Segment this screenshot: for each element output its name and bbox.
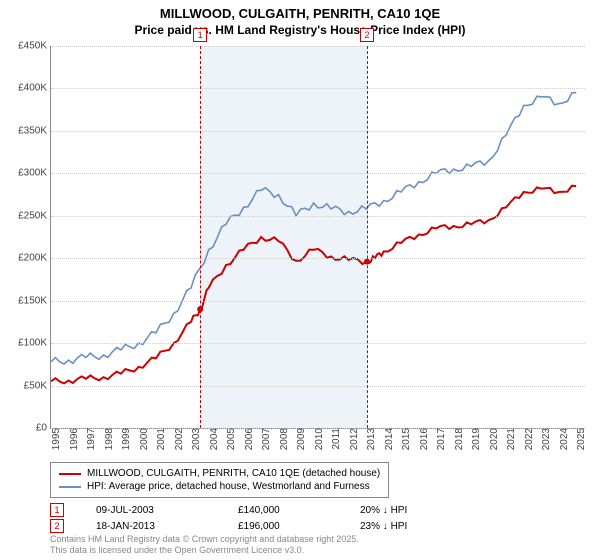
- sales-marker-2: 2: [50, 519, 64, 533]
- chart-lines: [51, 46, 585, 428]
- y-tick-label: £300K: [18, 168, 51, 179]
- title-line-1: MILLWOOD, CULGAITH, PENRITH, CA10 1QE: [0, 6, 600, 23]
- x-tick-label: 2017: [432, 428, 447, 450]
- x-tick-label: 2020: [485, 428, 500, 450]
- gridline-h: [51, 301, 585, 302]
- x-tick-label: 2002: [170, 428, 185, 450]
- marker-box: 1: [193, 28, 207, 42]
- sales-marker-1: 1: [50, 503, 64, 517]
- sales-diff-2: 23% ↓ HPI: [360, 521, 470, 532]
- sales-date-2: 18-JAN-2013: [96, 521, 206, 532]
- y-tick-label: £250K: [18, 210, 51, 221]
- x-tick-label: 2011: [327, 428, 342, 450]
- series-hpi: [51, 93, 576, 364]
- sales-price-1: £140,000: [238, 505, 328, 516]
- y-tick-label: £450K: [18, 41, 51, 52]
- legend-swatch-1: [59, 473, 81, 475]
- footer-line-2: This data is licensed under the Open Gov…: [50, 545, 359, 556]
- y-tick-label: £150K: [18, 295, 51, 306]
- x-tick-label: 2008: [275, 428, 290, 450]
- x-tick-label: 2024: [555, 428, 570, 450]
- x-tick-label: 1996: [65, 428, 80, 450]
- x-tick-label: 2004: [205, 428, 220, 450]
- y-tick-label: £350K: [18, 125, 51, 136]
- x-tick-label: 2016: [415, 428, 430, 450]
- x-tick-label: 2003: [187, 428, 202, 450]
- x-tick-label: 1995: [47, 428, 62, 450]
- plot-area: £0£50K£100K£150K£200K£250K£300K£350K£400…: [50, 46, 585, 429]
- legend: MILLWOOD, CULGAITH, PENRITH, CA10 1QE (d…: [50, 462, 389, 498]
- x-tick-label: 2007: [257, 428, 272, 450]
- gridline-h: [51, 343, 585, 344]
- sales-row-2: 2 18-JAN-2013 £196,000 23% ↓ HPI: [50, 518, 570, 534]
- x-tick-label: 2022: [520, 428, 535, 450]
- x-tick-label: 2001: [152, 428, 167, 450]
- x-tick-label: 2009: [292, 428, 307, 450]
- footer-line-1: Contains HM Land Registry data © Crown c…: [50, 534, 359, 545]
- x-tick-label: 1997: [82, 428, 97, 450]
- gridline-h: [51, 386, 585, 387]
- x-tick-label: 2015: [397, 428, 412, 450]
- sales-price-2: £196,000: [238, 521, 328, 532]
- x-tick-label: 2005: [222, 428, 237, 450]
- marker-box: 2: [360, 28, 374, 42]
- x-tick-label: 2006: [240, 428, 255, 450]
- chart-title: MILLWOOD, CULGAITH, PENRITH, CA10 1QE Pr…: [0, 0, 600, 38]
- x-tick-label: 2025: [572, 428, 587, 450]
- y-tick-label: £100K: [18, 338, 51, 349]
- footer-attribution: Contains HM Land Registry data © Crown c…: [50, 534, 359, 556]
- gridline-h: [51, 173, 585, 174]
- y-tick-label: £50K: [24, 380, 51, 391]
- x-tick-label: 2010: [310, 428, 325, 450]
- sales-table: 1 09-JUL-2003 £140,000 20% ↓ HPI 2 18-JA…: [50, 502, 570, 534]
- gridline-h: [51, 131, 585, 132]
- gridline-h: [51, 46, 585, 47]
- x-tick-label: 2014: [380, 428, 395, 450]
- x-tick-label: 2012: [345, 428, 360, 450]
- gridline-h: [51, 258, 585, 259]
- y-tick-label: £200K: [18, 253, 51, 264]
- gridline-h: [51, 88, 585, 89]
- price-chart: MILLWOOD, CULGAITH, PENRITH, CA10 1QE Pr…: [0, 0, 600, 560]
- x-tick-label: 2000: [135, 428, 150, 450]
- legend-item-price-paid: MILLWOOD, CULGAITH, PENRITH, CA10 1QE (d…: [59, 467, 380, 480]
- sales-date-1: 09-JUL-2003: [96, 505, 206, 516]
- x-tick-label: 2021: [502, 428, 517, 450]
- x-tick-label: 2013: [362, 428, 377, 450]
- legend-label-2: HPI: Average price, detached house, West…: [87, 481, 370, 492]
- x-tick-label: 1999: [117, 428, 132, 450]
- legend-item-hpi: HPI: Average price, detached house, West…: [59, 480, 380, 493]
- marker-vline: [367, 46, 368, 428]
- title-line-2: Price paid vs. HM Land Registry's House …: [0, 23, 600, 39]
- x-tick-label: 1998: [100, 428, 115, 450]
- gridline-h: [51, 216, 585, 217]
- y-tick-label: £400K: [18, 83, 51, 94]
- legend-swatch-2: [59, 486, 81, 488]
- legend-label-1: MILLWOOD, CULGAITH, PENRITH, CA10 1QE (d…: [87, 468, 380, 479]
- x-tick-label: 2019: [467, 428, 482, 450]
- sales-row-1: 1 09-JUL-2003 £140,000 20% ↓ HPI: [50, 502, 570, 518]
- sales-diff-1: 20% ↓ HPI: [360, 505, 470, 516]
- marker-vline: [200, 46, 201, 428]
- x-tick-label: 2023: [537, 428, 552, 450]
- x-tick-label: 2018: [450, 428, 465, 450]
